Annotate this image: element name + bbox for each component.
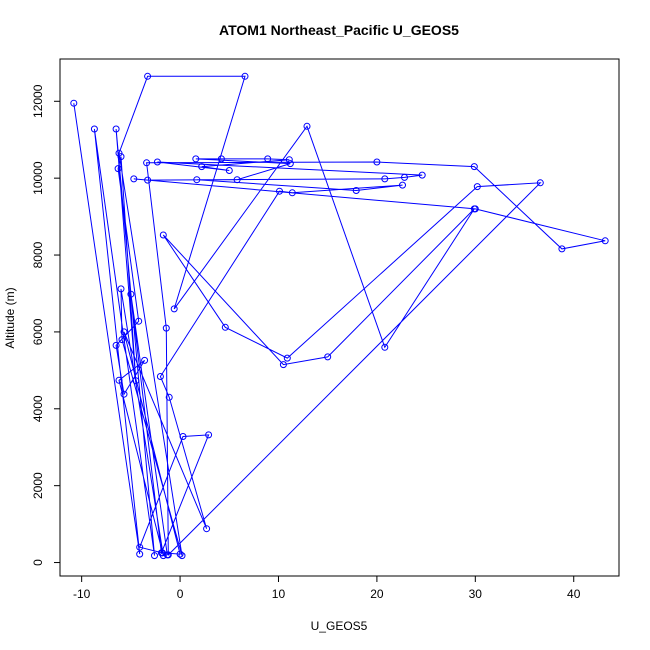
data-point	[192, 155, 200, 163]
data-point	[136, 550, 144, 558]
data-point	[471, 205, 479, 213]
data-point	[205, 431, 213, 439]
data-point	[233, 176, 241, 184]
series-lines	[73, 75, 606, 557]
data-point	[193, 176, 201, 184]
y-axis: 0 2000 4000 6000 8000 10000 12000	[31, 84, 60, 566]
data-point	[114, 165, 122, 173]
y-axis-label: Altitude (m)	[3, 287, 17, 348]
data-point	[117, 153, 125, 161]
y-tick-label: 10000	[31, 161, 45, 195]
data-point	[159, 231, 167, 239]
x-axis: -10 0 10 20 30 40	[73, 576, 581, 601]
data-point	[163, 551, 171, 559]
data-point	[276, 187, 283, 195]
x-tick-label: 20	[370, 587, 384, 601]
data-point	[473, 183, 481, 191]
y-tick-label: 0	[31, 559, 45, 566]
data-point	[118, 336, 126, 344]
data-point	[156, 373, 164, 380]
data-point	[176, 550, 184, 558]
data-point	[221, 323, 229, 331]
data-point	[279, 361, 287, 369]
data-point	[135, 317, 143, 325]
series-points	[70, 72, 609, 560]
data-point	[112, 341, 120, 349]
data-point	[373, 158, 381, 166]
data-point	[112, 125, 120, 133]
data-point	[286, 160, 294, 168]
data-point	[115, 376, 123, 384]
y-tick-label: 8000	[31, 241, 45, 268]
data-point	[381, 175, 389, 183]
data-point	[130, 175, 138, 183]
data-point	[225, 167, 233, 174]
data-point	[165, 393, 173, 401]
data-point	[90, 125, 98, 133]
data-point	[144, 176, 152, 184]
data-point	[157, 549, 165, 557]
data-point	[120, 328, 128, 336]
data-point	[117, 285, 125, 293]
y-tick-label: 6000	[31, 318, 45, 345]
y-tick-label: 12000	[31, 84, 45, 118]
data-point	[170, 305, 178, 313]
x-tick-label: 0	[177, 587, 184, 601]
data-point	[162, 324, 170, 332]
data-point	[178, 552, 186, 560]
data-point	[288, 189, 296, 197]
data-point	[143, 159, 151, 167]
data-point	[303, 122, 311, 130]
data-point	[127, 290, 135, 298]
data-point	[179, 433, 187, 440]
y-tick-label: 2000	[31, 472, 45, 499]
data-point	[401, 173, 408, 181]
series-line	[73, 75, 606, 557]
data-point	[399, 181, 406, 189]
x-tick-label: 30	[469, 587, 483, 601]
data-point	[418, 171, 426, 179]
data-point	[381, 343, 389, 351]
data-point	[141, 356, 149, 364]
data-point	[144, 72, 152, 80]
x-tick-label: 10	[272, 587, 286, 601]
data-point	[132, 377, 140, 385]
x-tick-label: 40	[567, 587, 581, 601]
data-point	[283, 354, 291, 362]
data-point	[203, 525, 211, 533]
data-point	[151, 552, 158, 560]
chart-title: ATOM1 Northeast_Pacific U_GEOS5	[219, 22, 459, 38]
plot-frame	[59, 58, 620, 577]
data-point	[601, 237, 609, 245]
data-point	[120, 390, 128, 398]
data-point	[115, 149, 123, 157]
data-point	[536, 179, 544, 187]
data-point	[198, 163, 206, 171]
data-point	[136, 543, 144, 551]
data-point	[264, 155, 272, 163]
data-point	[285, 156, 293, 164]
x-axis-label: U_GEOS5	[311, 619, 368, 633]
data-point	[558, 245, 566, 253]
x-tick-label: -10	[73, 587, 91, 601]
data-point	[352, 187, 360, 194]
data-point	[470, 163, 478, 171]
data-point	[241, 72, 249, 80]
data-point	[153, 158, 161, 166]
y-tick-label: 4000	[31, 395, 45, 422]
data-point	[70, 99, 78, 107]
data-point	[217, 155, 225, 163]
data-point	[324, 353, 332, 361]
